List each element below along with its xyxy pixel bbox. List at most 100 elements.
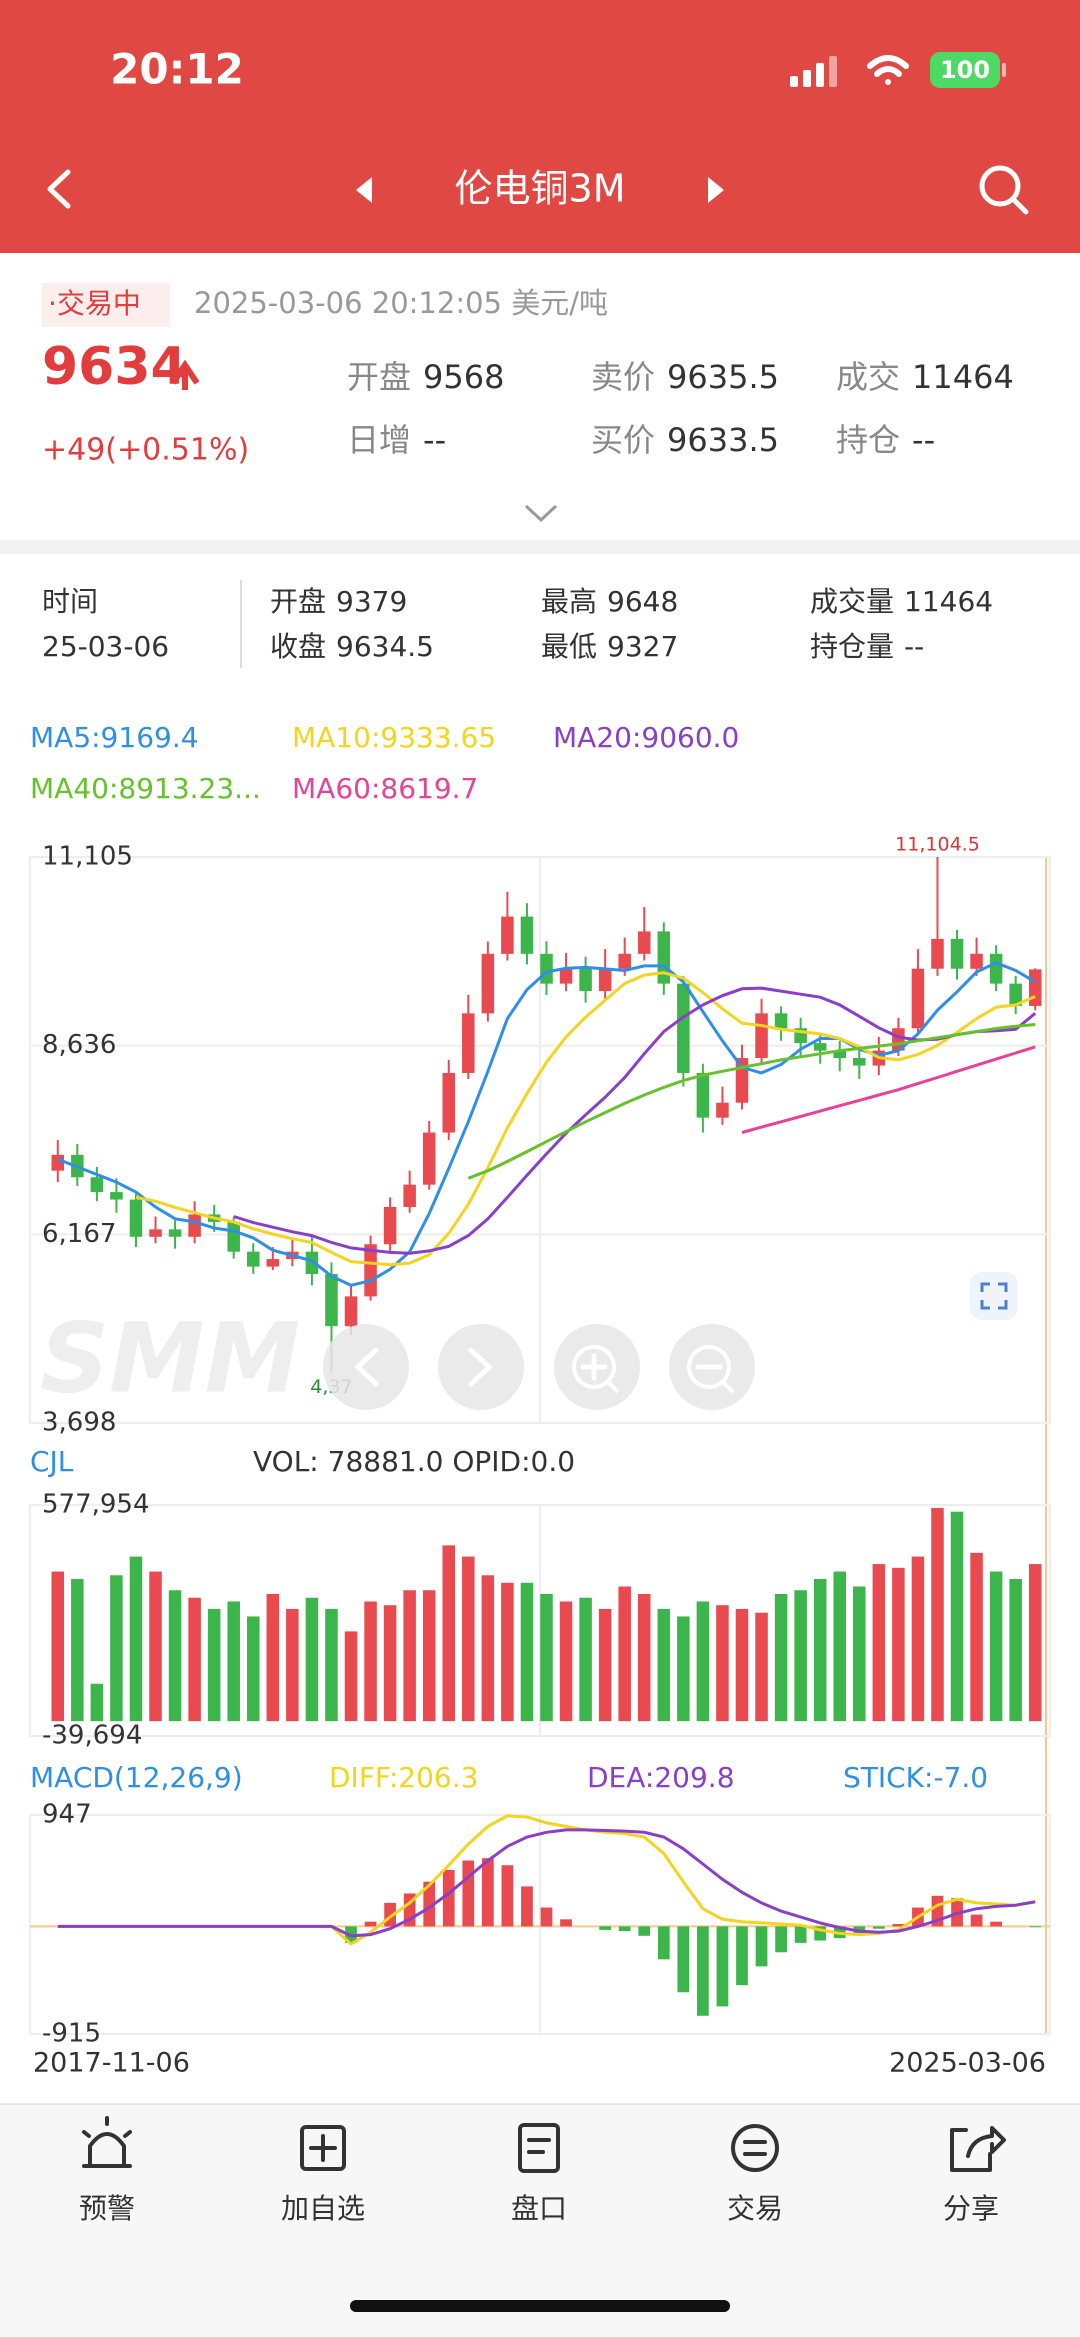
candle-body [579,968,592,992]
field-label: 日增 [347,421,411,459]
volume-bar [129,1556,143,1722]
volume-bar [344,1631,358,1722]
macd-bar [638,1926,651,1936]
search-button[interactable] [979,165,1029,215]
volume-bar [383,1605,397,1722]
tab-label[interactable]: 交易 [727,2192,783,2225]
tab-label[interactable]: 分享 [943,2192,999,2225]
volume-bar [188,1597,201,1722]
field-label: 持仓 [836,421,900,459]
volume-bar [931,1507,944,1722]
header-bg [0,0,1080,253]
candle-body [110,1192,123,1200]
volume-bar [657,1608,671,1722]
candle-body [911,968,925,1029]
candle-body [677,983,690,1073]
last-price: 9634 [42,337,187,397]
volume-bar [442,1545,456,1722]
field-label: 收盘 [270,630,326,663]
field-label: 持仓量 [810,630,894,663]
trade-status: ·交易中 [48,287,141,320]
x-end-label: 2025-03-06 [889,2048,1046,2079]
quote-datetime: 2025-03-06 20:12:05 美元/吨 [194,286,608,320]
indicator-line [135,971,1036,1267]
indicator-line [233,986,1037,1255]
indicator-line [57,1828,1036,1938]
volume-bar [1009,1579,1022,1722]
signal-icon [790,56,837,87]
volume-bar [247,1616,260,1722]
candle-body [970,953,983,969]
field-value: 9633.5 [667,421,779,459]
legend-entry: MA20:9060.0 [553,721,739,754]
y-tick-label: 577,954 [42,1490,150,1520]
macd-bar [521,1886,533,1927]
price-change: +49(+0.51%) [42,433,249,468]
expand-chevron[interactable] [524,504,558,523]
macd-bar [931,1895,944,1927]
candle-body [344,1296,358,1327]
volume-bar [579,1597,592,1722]
candle-body [462,1013,475,1073]
fullscreen-button[interactable] [970,1272,1018,1320]
tabbar-bg [0,2104,1080,2337]
candle-body [1009,983,1022,1006]
candle-body [657,931,671,984]
candle-body [637,931,651,954]
zoom-rings [572,1345,735,1394]
candle-body [383,1206,397,1245]
prev-button[interactable] [356,177,372,203]
candle-body [403,1184,416,1207]
candle-body [559,968,573,984]
volume-bar [364,1601,377,1722]
candle-body [696,1072,710,1118]
chart-control[interactable] [323,1324,409,1410]
status-time: 20:12 [110,45,244,94]
y-tick-label: 6,167 [42,1219,116,1249]
separator [0,540,1080,554]
candle-body [129,1199,143,1237]
field-value: -- [912,421,935,459]
field-label: 最高 [541,585,597,618]
candle-body [989,953,1003,984]
battery-level: 100 [940,56,990,84]
candle-body [774,1013,788,1029]
volume-bar [422,1590,436,1722]
volume-bar [1028,1564,1042,1722]
field-value: 9327 [607,630,678,663]
tab-label[interactable]: 预警 [79,2192,135,2225]
macd-bar [970,1914,983,1927]
macd-bar [697,1926,709,2016]
volume-bar [403,1590,416,1722]
back-button[interactable] [47,169,71,209]
volume-info: VOL: 78881.0 OPID:0.0 [253,1445,575,1478]
volume-bar [755,1612,768,1722]
candle-body [188,1214,201,1237]
volume-bar [168,1590,182,1722]
macd-bar [677,1926,690,1993]
volume-bar [637,1593,651,1722]
volume-bar [872,1564,886,1722]
field-label: 开盘 [270,585,326,618]
volume-bar [677,1616,690,1722]
macd-bar [794,1926,807,1943]
y-tick-label: 8,636 [42,1030,116,1060]
macd-bar [540,1907,553,1927]
field-value: 9634.5 [336,630,434,663]
next-button[interactable] [708,177,724,203]
candle-body [90,1177,104,1193]
candle-body [149,1229,162,1237]
legend-entry: MA40:8913.23... [30,772,261,805]
macd-bar [872,1926,885,1929]
volume-bar [227,1601,240,1722]
tab-label[interactable]: 加自选 [281,2192,365,2225]
volume-bar [286,1608,299,1722]
status-badge [42,283,170,327]
candle-body [227,1221,240,1252]
volume-bar [774,1593,788,1722]
tab-label[interactable]: 盘口 [511,2192,567,2225]
chart-control[interactable] [438,1324,524,1410]
field-value: 9648 [607,585,678,618]
volume-bar [813,1579,827,1722]
